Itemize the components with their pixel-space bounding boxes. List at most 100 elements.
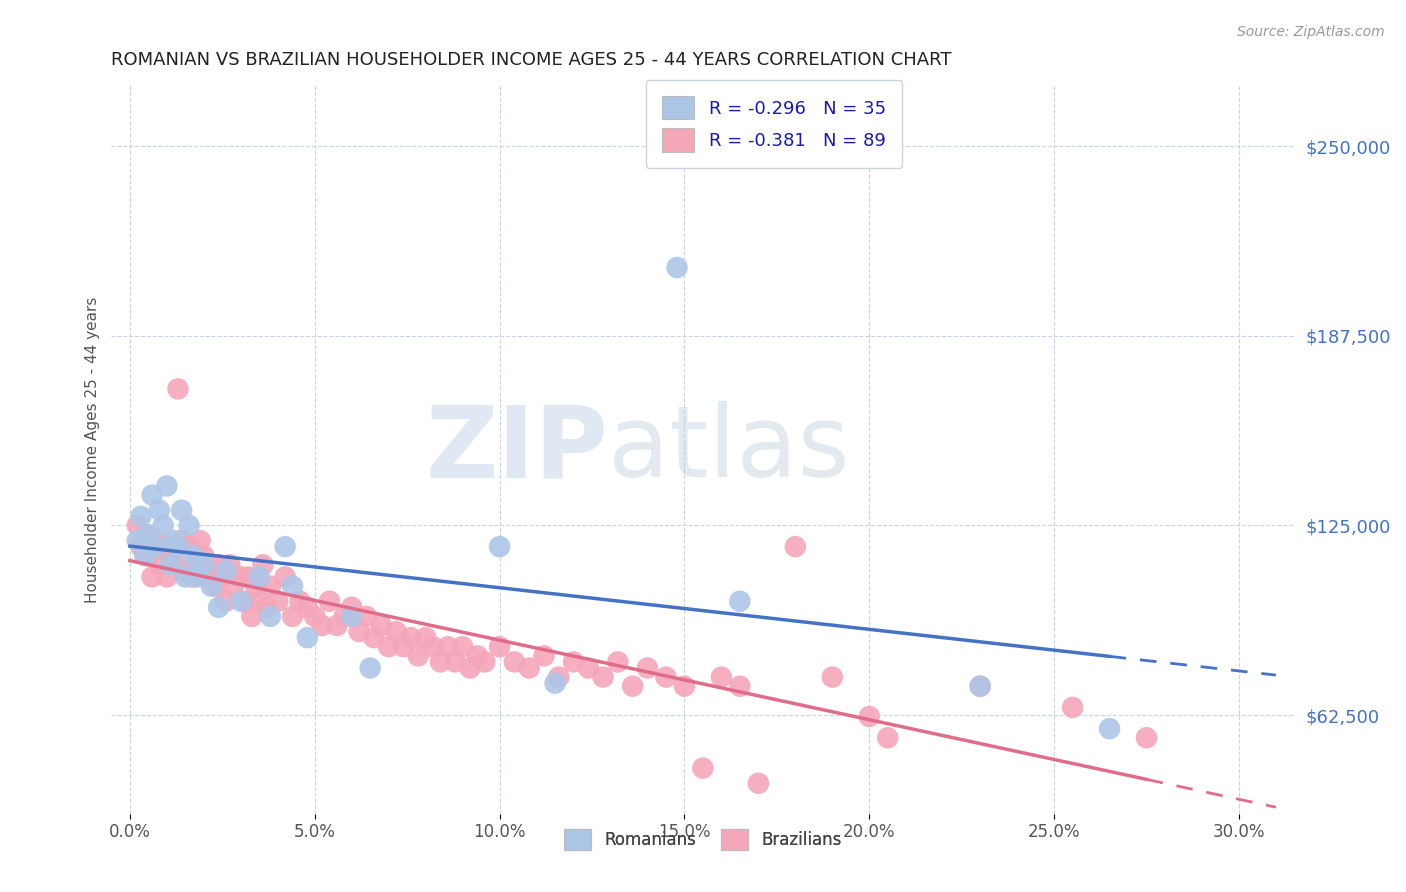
Point — [259, 609, 281, 624]
Point — [326, 618, 349, 632]
Point — [134, 527, 156, 541]
Point — [876, 731, 898, 745]
Point — [156, 479, 179, 493]
Point — [252, 558, 274, 572]
Point — [215, 594, 238, 608]
Point — [458, 661, 481, 675]
Text: Source: ZipAtlas.com: Source: ZipAtlas.com — [1237, 25, 1385, 39]
Point — [576, 661, 599, 675]
Point — [181, 549, 204, 563]
Point — [710, 670, 733, 684]
Point — [134, 549, 156, 563]
Point — [177, 518, 200, 533]
Point — [655, 670, 678, 684]
Point — [247, 594, 270, 608]
Point — [592, 670, 614, 684]
Point — [159, 549, 181, 563]
Point — [215, 564, 238, 578]
Point — [207, 600, 229, 615]
Point — [606, 655, 628, 669]
Point — [392, 640, 415, 654]
Point — [533, 648, 555, 663]
Point — [163, 558, 186, 572]
Point — [547, 670, 569, 684]
Point — [177, 540, 200, 554]
Point — [267, 594, 290, 608]
Point — [193, 549, 215, 563]
Point — [238, 570, 260, 584]
Point — [174, 564, 197, 578]
Point — [747, 776, 769, 790]
Point — [127, 533, 149, 548]
Point — [141, 570, 163, 584]
Point — [281, 609, 304, 624]
Point — [406, 648, 429, 663]
Point — [821, 670, 844, 684]
Point — [218, 558, 240, 572]
Point — [245, 579, 267, 593]
Point — [159, 558, 181, 572]
Point — [170, 503, 193, 517]
Point — [233, 594, 256, 608]
Point — [222, 579, 245, 593]
Point — [288, 594, 311, 608]
Point — [138, 549, 160, 563]
Point — [1135, 731, 1157, 745]
Point — [129, 509, 152, 524]
Point — [488, 640, 510, 654]
Point — [181, 570, 204, 584]
Point — [156, 570, 179, 584]
Point — [148, 503, 170, 517]
Point — [259, 579, 281, 593]
Point — [188, 533, 211, 548]
Point — [666, 260, 689, 275]
Point — [785, 540, 807, 554]
Point — [636, 661, 658, 675]
Point — [728, 594, 751, 608]
Point — [562, 655, 585, 669]
Point — [229, 570, 252, 584]
Point — [297, 600, 319, 615]
Point — [444, 655, 467, 669]
Point — [544, 676, 567, 690]
Point — [204, 579, 226, 593]
Point — [274, 570, 297, 584]
Legend: Romanians, Brazilians: Romanians, Brazilians — [558, 822, 848, 856]
Point — [170, 533, 193, 548]
Point — [200, 564, 222, 578]
Point — [247, 570, 270, 584]
Point — [167, 540, 190, 554]
Point — [152, 540, 174, 554]
Y-axis label: Householder Income Ages 25 - 44 years: Householder Income Ages 25 - 44 years — [86, 296, 100, 603]
Point — [474, 655, 496, 669]
Point — [517, 661, 540, 675]
Point — [969, 679, 991, 693]
Point — [200, 579, 222, 593]
Point — [422, 640, 444, 654]
Point — [197, 570, 219, 584]
Point — [1062, 700, 1084, 714]
Point — [163, 533, 186, 548]
Point — [429, 655, 451, 669]
Point — [621, 679, 644, 693]
Point — [1098, 722, 1121, 736]
Point — [229, 594, 252, 608]
Point — [145, 540, 167, 554]
Point — [437, 640, 460, 654]
Point — [858, 709, 880, 723]
Point — [333, 609, 356, 624]
Point — [138, 527, 160, 541]
Point — [148, 558, 170, 572]
Text: atlas: atlas — [609, 401, 849, 498]
Point — [129, 540, 152, 554]
Point — [127, 518, 149, 533]
Point — [193, 558, 215, 572]
Point — [311, 618, 333, 632]
Point — [347, 624, 370, 639]
Text: ROMANIAN VS BRAZILIAN HOUSEHOLDER INCOME AGES 25 - 44 YEARS CORRELATION CHART: ROMANIAN VS BRAZILIAN HOUSEHOLDER INCOME… — [111, 51, 952, 69]
Point — [207, 558, 229, 572]
Point — [728, 679, 751, 693]
Point — [141, 488, 163, 502]
Point — [318, 594, 340, 608]
Point — [673, 679, 696, 693]
